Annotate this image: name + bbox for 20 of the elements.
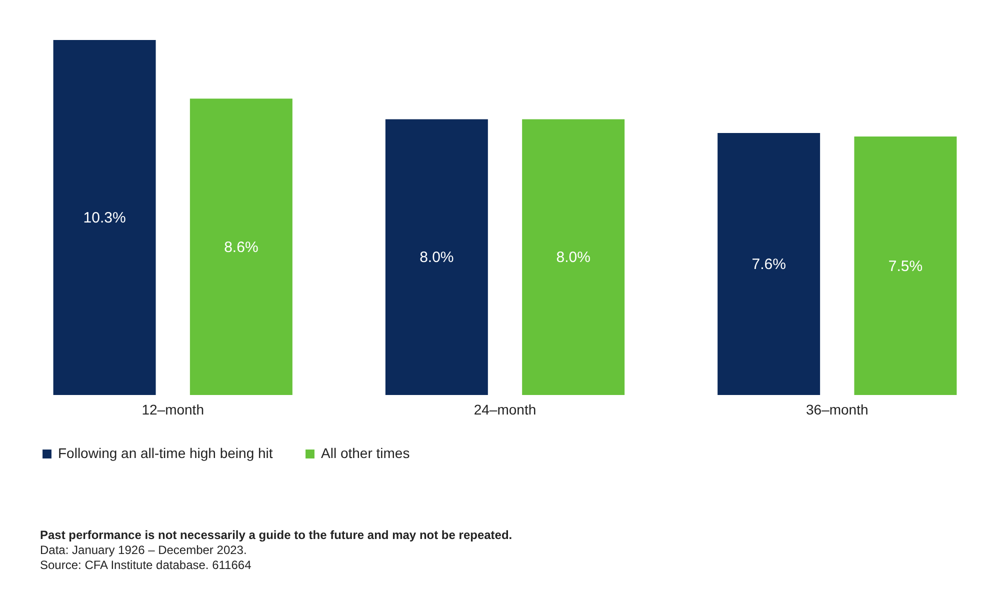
x-tick-label: 24–month xyxy=(474,402,536,418)
data-label: 8.0% xyxy=(420,249,454,266)
x-tick-label: 12–month xyxy=(142,402,204,418)
bar xyxy=(522,119,625,395)
data-label: 7.5% xyxy=(888,258,923,275)
bar xyxy=(385,119,488,395)
bar xyxy=(854,136,957,395)
bar xyxy=(718,133,820,395)
bar xyxy=(53,40,156,395)
data-label: 7.6% xyxy=(752,256,786,274)
source-note: Source: CFA Institute database. 611664 xyxy=(40,558,252,573)
x-tick-label: 36–month xyxy=(806,402,868,418)
bar xyxy=(190,98,292,395)
legend-label: All other times xyxy=(321,445,410,461)
data-label: 10.3% xyxy=(83,210,126,226)
data-label: 8.0% xyxy=(556,249,590,266)
text: Data: January 1926 – December 2023. xyxy=(40,543,248,558)
text: Past performance is not necessarily a guide to the future and may not be repeated. xyxy=(40,528,512,543)
data-label: 8.6% xyxy=(224,238,258,256)
legend-label: Following an all-time high being hit xyxy=(58,445,273,461)
